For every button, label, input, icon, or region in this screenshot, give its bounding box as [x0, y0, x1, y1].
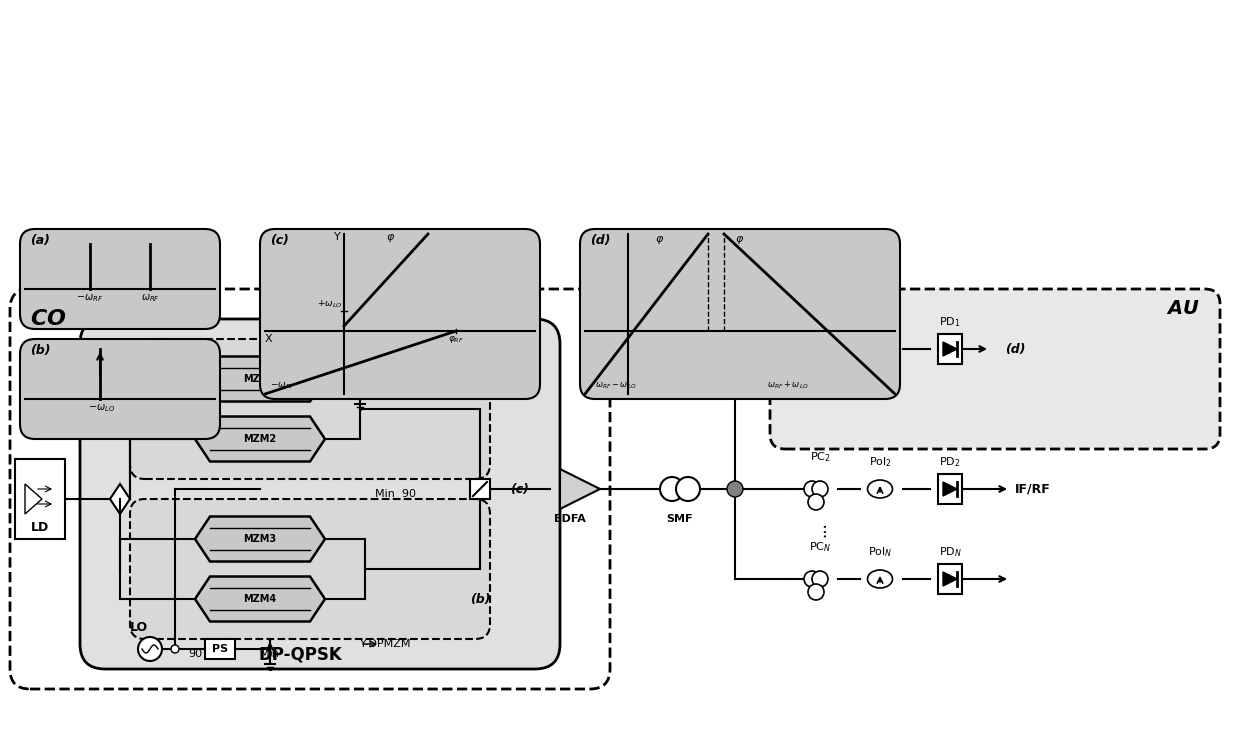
Text: MZM1: MZM1: [243, 374, 277, 384]
Text: X: X: [265, 334, 273, 344]
Text: MZM2: MZM2: [243, 434, 277, 444]
Polygon shape: [195, 577, 325, 622]
Text: MZM3: MZM3: [243, 534, 277, 544]
Circle shape: [804, 571, 820, 587]
Circle shape: [285, 259, 315, 289]
Text: PD$_N$: PD$_N$: [939, 545, 961, 559]
Text: 90: 90: [188, 649, 202, 659]
Circle shape: [812, 341, 828, 357]
Text: $\varphi$: $\varphi$: [735, 234, 744, 246]
Bar: [937, 564, 962, 594]
Text: $\varphi_{RF}$: $\varphi_{RF}$: [448, 334, 464, 345]
Circle shape: [812, 571, 828, 587]
Text: PC$_2$: PC$_2$: [810, 450, 831, 464]
Ellipse shape: [868, 570, 893, 588]
FancyBboxPatch shape: [770, 289, 1220, 449]
FancyBboxPatch shape: [260, 229, 539, 399]
Text: $\varphi$: $\varphi$: [386, 232, 396, 244]
Text: $\omega_{RF}$: $\omega_{RF}$: [140, 292, 160, 304]
Bar: [470, 479, 490, 499]
Text: Min: Min: [290, 279, 310, 289]
Bar: [15, 459, 64, 539]
Text: (d): (d): [590, 234, 610, 247]
Circle shape: [804, 341, 820, 357]
Text: PC$_1$: PC$_1$: [810, 310, 831, 324]
Text: RF/IF: RF/IF: [264, 244, 296, 254]
FancyBboxPatch shape: [20, 229, 219, 329]
Text: (c): (c): [510, 482, 529, 496]
Text: SMF: SMF: [667, 514, 693, 524]
Circle shape: [808, 584, 825, 600]
Circle shape: [804, 481, 820, 497]
Text: PS: PS: [212, 644, 228, 654]
Polygon shape: [110, 484, 130, 514]
Polygon shape: [195, 416, 325, 461]
Text: ...: ...: [811, 521, 830, 537]
Circle shape: [676, 477, 701, 501]
Circle shape: [727, 481, 743, 497]
Text: (c): (c): [270, 234, 289, 247]
Text: Min  90: Min 90: [374, 489, 415, 499]
Text: (b): (b): [470, 592, 491, 605]
FancyBboxPatch shape: [10, 289, 610, 689]
FancyBboxPatch shape: [20, 339, 219, 439]
Text: $\bfit{AU}$: $\bfit{AU}$: [1167, 299, 1200, 318]
Text: (a): (a): [30, 234, 50, 247]
Circle shape: [171, 645, 179, 653]
Text: (b): (b): [30, 344, 51, 357]
FancyBboxPatch shape: [130, 339, 490, 479]
Text: Pol$_2$: Pol$_2$: [868, 455, 892, 469]
Text: LD: LD: [31, 521, 50, 534]
Text: X-DPMZM: X-DPMZM: [401, 304, 454, 314]
Polygon shape: [195, 357, 325, 401]
Polygon shape: [942, 572, 957, 586]
Text: PC$_N$: PC$_N$: [808, 540, 831, 554]
Text: $-\omega_{RF}$: $-\omega_{RF}$: [77, 292, 103, 304]
Bar: [937, 474, 962, 504]
Polygon shape: [195, 517, 325, 562]
Bar: [205, 639, 236, 659]
Circle shape: [808, 494, 825, 510]
Text: $-\omega_{RF}$: $-\omega_{RF}$: [270, 380, 295, 391]
Text: $\bfit{CO}$: $\bfit{CO}$: [30, 309, 67, 329]
Ellipse shape: [868, 480, 893, 498]
Text: $+\omega_{LO}$: $+\omega_{LO}$: [316, 299, 342, 310]
Polygon shape: [560, 469, 600, 509]
Text: Pol$_N$: Pol$_N$: [868, 545, 892, 559]
Text: Y-DPMZM: Y-DPMZM: [360, 639, 412, 649]
Text: (d): (d): [1004, 342, 1025, 356]
Text: MZM4: MZM4: [243, 594, 277, 604]
FancyBboxPatch shape: [81, 319, 560, 669]
FancyBboxPatch shape: [580, 229, 900, 399]
Text: DP-QPSK: DP-QPSK: [258, 646, 342, 664]
Text: Min: Min: [260, 649, 280, 659]
Text: PD$_1$: PD$_1$: [939, 315, 961, 329]
Circle shape: [138, 637, 162, 661]
Text: Pol$_1$: Pol$_1$: [868, 315, 892, 329]
Text: $\omega_{RF}-\omega_{LO}$: $\omega_{RF}-\omega_{LO}$: [595, 380, 636, 391]
Text: $-\omega_{LO}$: $-\omega_{LO}$: [88, 402, 115, 413]
Bar: [937, 334, 962, 364]
Text: $\varphi$: $\varphi$: [656, 234, 665, 246]
Circle shape: [812, 481, 828, 497]
Text: (a): (a): [470, 372, 490, 386]
Text: EDFA: EDFA: [554, 514, 585, 524]
Text: $\omega_{RF}+\omega_{LO}$: $\omega_{RF}+\omega_{LO}$: [768, 380, 808, 391]
Circle shape: [660, 477, 684, 501]
Text: PD$_2$: PD$_2$: [939, 455, 961, 469]
Text: 180: 180: [374, 309, 396, 319]
Ellipse shape: [868, 340, 893, 358]
Text: IF/RF: IF/RF: [1016, 482, 1050, 496]
Circle shape: [808, 354, 825, 370]
Text: Y: Y: [335, 232, 341, 242]
Text: LO: LO: [130, 621, 148, 634]
Polygon shape: [942, 482, 957, 496]
FancyBboxPatch shape: [130, 499, 490, 639]
Polygon shape: [942, 342, 957, 356]
